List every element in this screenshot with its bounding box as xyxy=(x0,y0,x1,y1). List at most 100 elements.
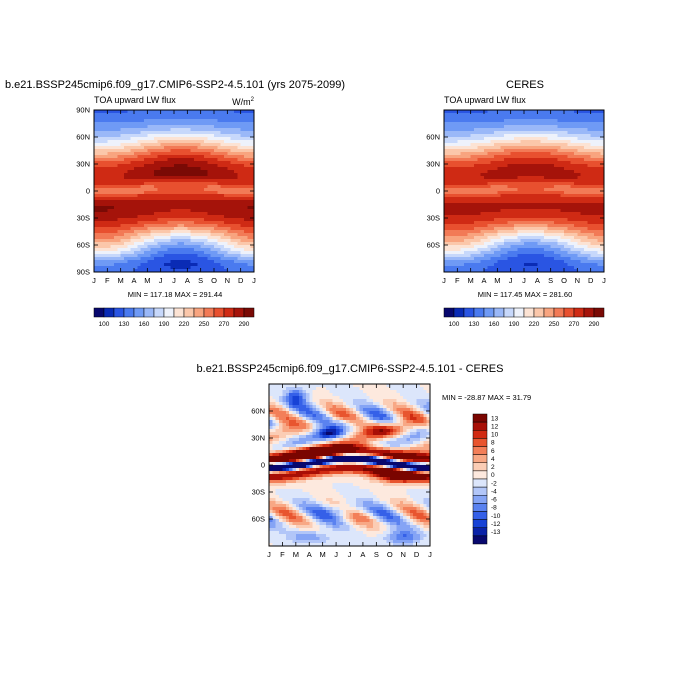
heatmap-cell xyxy=(490,215,495,219)
heatmap-cell xyxy=(514,176,518,180)
heatmap-cell xyxy=(570,239,575,243)
heatmap-cell xyxy=(137,188,142,192)
heatmap-cell xyxy=(537,230,542,234)
heatmap-cell xyxy=(244,263,248,267)
heatmap-cell xyxy=(180,260,185,264)
heatmap-cell xyxy=(220,200,225,204)
heatmap-cell xyxy=(157,155,162,159)
heatmap-cell xyxy=(97,173,102,177)
heatmap-cell xyxy=(524,179,528,183)
heatmap-cell xyxy=(177,197,182,201)
heatmap-cell xyxy=(110,155,115,159)
heatmap-cell xyxy=(120,239,125,243)
heatmap-cell xyxy=(564,206,568,210)
heatmap-cell xyxy=(540,191,545,195)
heatmap-cell xyxy=(247,137,252,141)
heatmap-cell xyxy=(514,116,518,120)
heatmap-cell xyxy=(560,218,565,222)
heatmap-cell xyxy=(174,134,178,138)
heatmap-cell xyxy=(164,155,168,159)
heatmap-cell xyxy=(250,134,255,138)
heatmap-cell xyxy=(210,149,215,153)
heatmap-cell xyxy=(120,110,125,114)
heatmap-cell xyxy=(174,233,178,237)
heatmap-cell xyxy=(460,116,465,120)
heatmap-cell xyxy=(194,266,198,270)
heatmap-cell xyxy=(554,140,558,144)
heatmap-cell xyxy=(467,116,472,120)
colorbar-label: 190 xyxy=(159,321,170,328)
heatmap-cell xyxy=(560,134,565,138)
heatmap-cell xyxy=(540,164,545,168)
heatmap-cell xyxy=(144,146,148,150)
heatmap-cell xyxy=(130,155,135,159)
heatmap-cell xyxy=(204,215,208,219)
heatmap-cell xyxy=(140,266,145,270)
heatmap-cell xyxy=(240,131,245,135)
heatmap-cell xyxy=(110,197,115,201)
heatmap-cell xyxy=(497,167,502,171)
heatmap-cell xyxy=(520,254,525,258)
heatmap-cell xyxy=(94,191,98,195)
heatmap-cell xyxy=(134,242,138,246)
heatmap-cell xyxy=(177,257,182,261)
heatmap-cell xyxy=(570,185,575,189)
heatmap-cell xyxy=(110,227,115,231)
heatmap-cell xyxy=(484,182,488,186)
heatmap-cell xyxy=(110,173,115,177)
heatmap-cell xyxy=(540,224,545,228)
heatmap-cell xyxy=(474,221,478,225)
heatmap-cell xyxy=(470,209,475,213)
heatmap-cell xyxy=(124,197,128,201)
heatmap-cell xyxy=(534,245,538,249)
heatmap-cell xyxy=(517,158,522,162)
heatmap-cell xyxy=(167,194,172,198)
heatmap-cell xyxy=(577,155,582,159)
heatmap-cell xyxy=(164,140,168,144)
heatmap-cell xyxy=(207,182,212,186)
heatmap-cell xyxy=(210,209,215,213)
heatmap-cell xyxy=(547,155,552,159)
heatmap-cell xyxy=(234,245,238,249)
heatmap-cell xyxy=(160,110,165,114)
heatmap-cell xyxy=(544,236,548,240)
heatmap-cell xyxy=(207,164,212,168)
heatmap-cell xyxy=(190,149,195,153)
heatmap-cell xyxy=(234,227,238,231)
heatmap-cell xyxy=(240,170,245,174)
heatmap-cell xyxy=(124,134,128,138)
heatmap-cell xyxy=(244,182,248,186)
heatmap-cell xyxy=(547,257,552,261)
heatmap-cell xyxy=(510,212,515,216)
heatmap-cell xyxy=(447,200,452,204)
heatmap-cell xyxy=(230,116,235,120)
heatmap-cell xyxy=(130,242,135,246)
heatmap-cell xyxy=(574,134,578,138)
heatmap-cell xyxy=(100,110,105,114)
heatmap-cell xyxy=(110,185,115,189)
heatmap-cell xyxy=(167,233,172,237)
heatmap-cell xyxy=(190,128,195,132)
heatmap-cell xyxy=(170,188,175,192)
heatmap-cell xyxy=(134,239,138,243)
heatmap-cell xyxy=(567,134,572,138)
heatmap-cell xyxy=(480,260,485,264)
heatmap-cell xyxy=(570,173,575,177)
heatmap-cell xyxy=(204,176,208,180)
heatmap-cell xyxy=(160,260,165,264)
heatmap-cell xyxy=(584,146,588,150)
heatmap-cell xyxy=(227,248,232,252)
heatmap-cell xyxy=(490,254,495,258)
heatmap-cell xyxy=(524,182,528,186)
heatmap-cell xyxy=(567,128,572,132)
heatmap-cell xyxy=(454,233,458,237)
heatmap-cell xyxy=(134,149,138,153)
heatmap-cell xyxy=(250,158,255,162)
heatmap-cell xyxy=(510,119,515,123)
heatmap-cell xyxy=(120,230,125,234)
heatmap-cell xyxy=(494,236,498,240)
heatmap-cell xyxy=(107,221,112,225)
colorbar-swatch xyxy=(183,307,195,318)
heatmap-cell xyxy=(117,230,122,234)
heatmap-cell xyxy=(100,173,105,177)
